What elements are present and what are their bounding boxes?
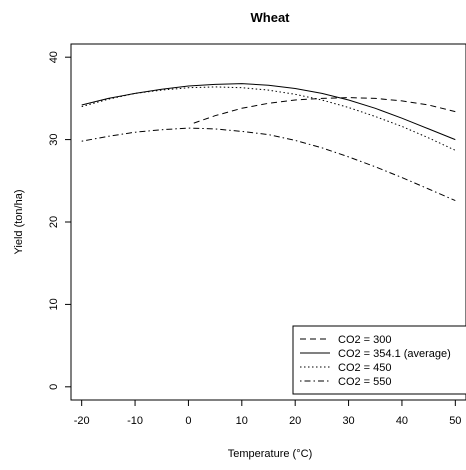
chart-title: Wheat xyxy=(251,10,291,25)
y-tick-label: 0 xyxy=(48,384,60,390)
y-axis-label: Yield (ton/ha) xyxy=(13,189,25,254)
y-tick-label: 10 xyxy=(48,298,60,310)
series-group xyxy=(81,83,456,202)
legend-label: CO2 = 354.1 (average) xyxy=(338,348,451,360)
series-line-4 xyxy=(81,127,456,202)
y-tick-label: 40 xyxy=(48,51,60,63)
legend-label: CO2 = 300 xyxy=(338,334,392,346)
series-line-3 xyxy=(81,86,456,151)
series-line-1 xyxy=(193,97,456,124)
y-tick-label: 30 xyxy=(48,133,60,145)
x-tick-label: 10 xyxy=(236,415,248,427)
x-axis-label: Temperature (°C) xyxy=(228,448,312,460)
x-tick-label: 0 xyxy=(185,415,191,427)
x-tick-label: -10 xyxy=(127,415,143,427)
legend: CO2 = 300 CO2 = 354.1 (average) CO2 = 450 C… xyxy=(292,325,466,395)
x-tick-label: 20 xyxy=(289,415,301,427)
x-tick-label: 50 xyxy=(449,415,461,427)
series-line-2 xyxy=(81,83,456,141)
x-axis: -20 -10 0 10 20 30 40 50 xyxy=(74,400,461,427)
legend-label: CO2 = 450 xyxy=(338,362,392,374)
y-tick-label: 20 xyxy=(48,216,60,228)
y-axis: 0 10 20 30 40 xyxy=(48,51,71,390)
x-tick-label: 30 xyxy=(342,415,354,427)
x-tick-label: -20 xyxy=(74,415,90,427)
legend-box xyxy=(292,325,466,395)
legend-label: CO2 = 550 xyxy=(338,376,392,388)
x-tick-label: 40 xyxy=(396,415,408,427)
